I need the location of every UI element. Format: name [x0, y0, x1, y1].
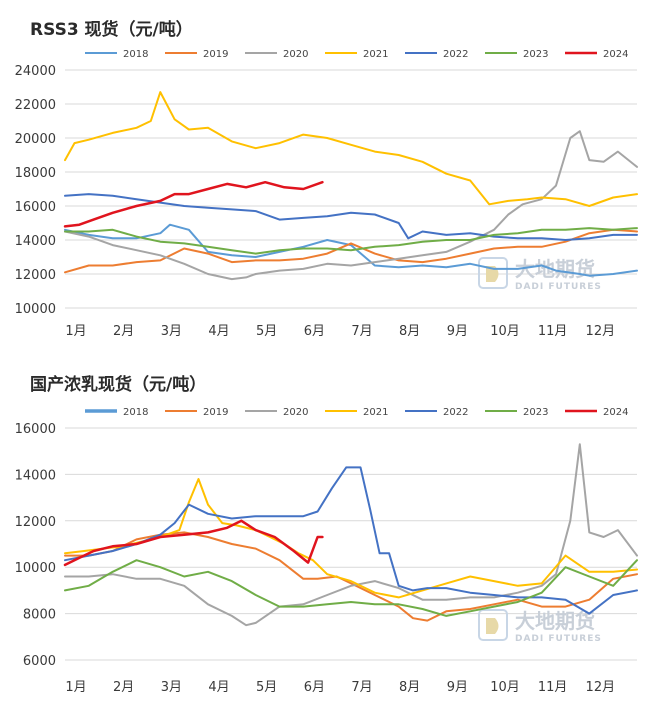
x-tick-label: 5月 [256, 324, 277, 339]
y-axis: 10000 12000 14000 16000 18000 20000 22000 24000 [15, 64, 56, 317]
legend-label-2018: 2018 [123, 407, 148, 418]
y-tick-label: 12000 [15, 515, 56, 530]
watermark-text-en: DADI FUTURES [515, 634, 602, 644]
legend-label-2023: 2023 [523, 407, 548, 418]
x-tick-label: 1月 [65, 680, 86, 695]
series-line-2023 [64, 227, 638, 255]
series-line-2024 [63, 180, 324, 228]
y-tick-label: 16000 [15, 200, 56, 215]
domestic-concentrated-latex-spot-price-chart: 国产浓乳现货（元/吨） 2018 2019 2020 2021 2022 2023 2024… [15, 374, 638, 695]
y-tick-label: 8000 [23, 608, 56, 623]
legend-label-2018: 2018 [123, 49, 148, 60]
x-tick-label: 4月 [208, 680, 229, 695]
series-line-2023 [64, 559, 638, 617]
watermark-text-cn: 大地期货 [515, 257, 595, 281]
y-axis: 6000 8000 10000 12000 14000 16000 [15, 422, 56, 669]
x-tick-label: 7月 [351, 324, 372, 339]
x-tick-label: 11月 [538, 680, 568, 695]
y-tick-label: 16000 [15, 422, 56, 437]
x-tick-label: 8月 [399, 680, 420, 695]
legend-label-2019: 2019 [203, 407, 228, 418]
x-axis: 1月 2月 3月 4月 5月 6月 7月 8月 9月 10月 11月 12月 [65, 680, 615, 695]
series-line-2019 [64, 531, 638, 622]
chart-title: 国产浓乳现货（元/吨） [30, 374, 206, 395]
logo-mark [478, 609, 508, 641]
legend-label-2021: 2021 [363, 49, 388, 60]
series-line-2024 [63, 519, 324, 567]
y-tick-label: 12000 [15, 268, 56, 283]
logo-mark [478, 257, 508, 289]
x-tick-label: 12月 [586, 324, 616, 339]
gridlines [65, 427, 637, 661]
series-line-2021 [64, 91, 638, 207]
series-lines [63, 91, 638, 281]
rss3-spot-price-chart: RSS3 现货（元/吨） 2018 2019 2020 2021 2022 2023 202… [15, 19, 638, 339]
x-tick-label: 4月 [208, 324, 229, 339]
x-tick-label: 9月 [447, 680, 468, 695]
x-tick-label: 1月 [65, 324, 86, 339]
legend-label-2020: 2020 [283, 49, 308, 60]
y-tick-label: 20000 [15, 132, 56, 147]
series-line-2022 [64, 466, 638, 615]
watermark-text-cn: 大地期货 [515, 609, 595, 633]
y-tick-label: 6000 [23, 654, 56, 669]
logo-mark [486, 618, 499, 634]
series-line-2020 [64, 443, 638, 627]
y-tick-label: 22000 [15, 98, 56, 113]
legend-label-2023: 2023 [523, 49, 548, 60]
series-line-2022 [64, 193, 638, 241]
y-tick-label: 14000 [15, 234, 56, 249]
legend: 2018 2019 2020 2021 2022 2023 2024 [85, 407, 628, 418]
legend-label-2021: 2021 [363, 407, 388, 418]
x-tick-label: 3月 [161, 680, 182, 695]
watermark-text-en: DADI FUTURES [515, 282, 602, 292]
legend-label-2022: 2022 [443, 407, 468, 418]
legend-label-2022: 2022 [443, 49, 468, 60]
x-tick-label: 8月 [399, 324, 420, 339]
legend-label-2024: 2024 [603, 407, 628, 418]
x-tick-label: 10月 [490, 324, 520, 339]
legend-label-2019: 2019 [203, 49, 228, 60]
x-tick-label: 7月 [351, 680, 372, 695]
x-tick-label: 2月 [113, 324, 134, 339]
gridlines [65, 69, 637, 309]
x-tick-label: 6月 [304, 324, 325, 339]
y-tick-label: 10000 [15, 561, 56, 576]
x-tick-label: 3月 [161, 324, 182, 339]
series-line-2018 [64, 223, 638, 277]
y-tick-label: 24000 [15, 64, 56, 79]
series-line-2019 [64, 228, 638, 274]
x-tick-label: 12月 [586, 680, 616, 695]
x-tick-label: 5月 [256, 680, 277, 695]
x-axis: 1月 2月 3月 4月 5月 6月 7月 8月 9月 10月 11月 12月 [65, 324, 615, 339]
y-tick-label: 18000 [15, 166, 56, 181]
chart-title: RSS3 现货（元/吨） [30, 19, 193, 40]
x-tick-label: 2月 [113, 680, 134, 695]
x-tick-label: 9月 [447, 324, 468, 339]
x-tick-label: 10月 [490, 680, 520, 695]
y-tick-label: 10000 [15, 302, 56, 317]
legend-label-2024: 2024 [603, 49, 628, 60]
series-line-2020 [64, 130, 638, 281]
y-tick-label: 14000 [15, 468, 56, 483]
legend: 2018 2019 2020 2021 2022 2023 2024 [85, 49, 628, 60]
x-tick-label: 6月 [304, 680, 325, 695]
x-tick-label: 11月 [538, 324, 568, 339]
legend-label-2020: 2020 [283, 407, 308, 418]
series-lines [63, 443, 638, 627]
logo-mark [486, 266, 499, 282]
